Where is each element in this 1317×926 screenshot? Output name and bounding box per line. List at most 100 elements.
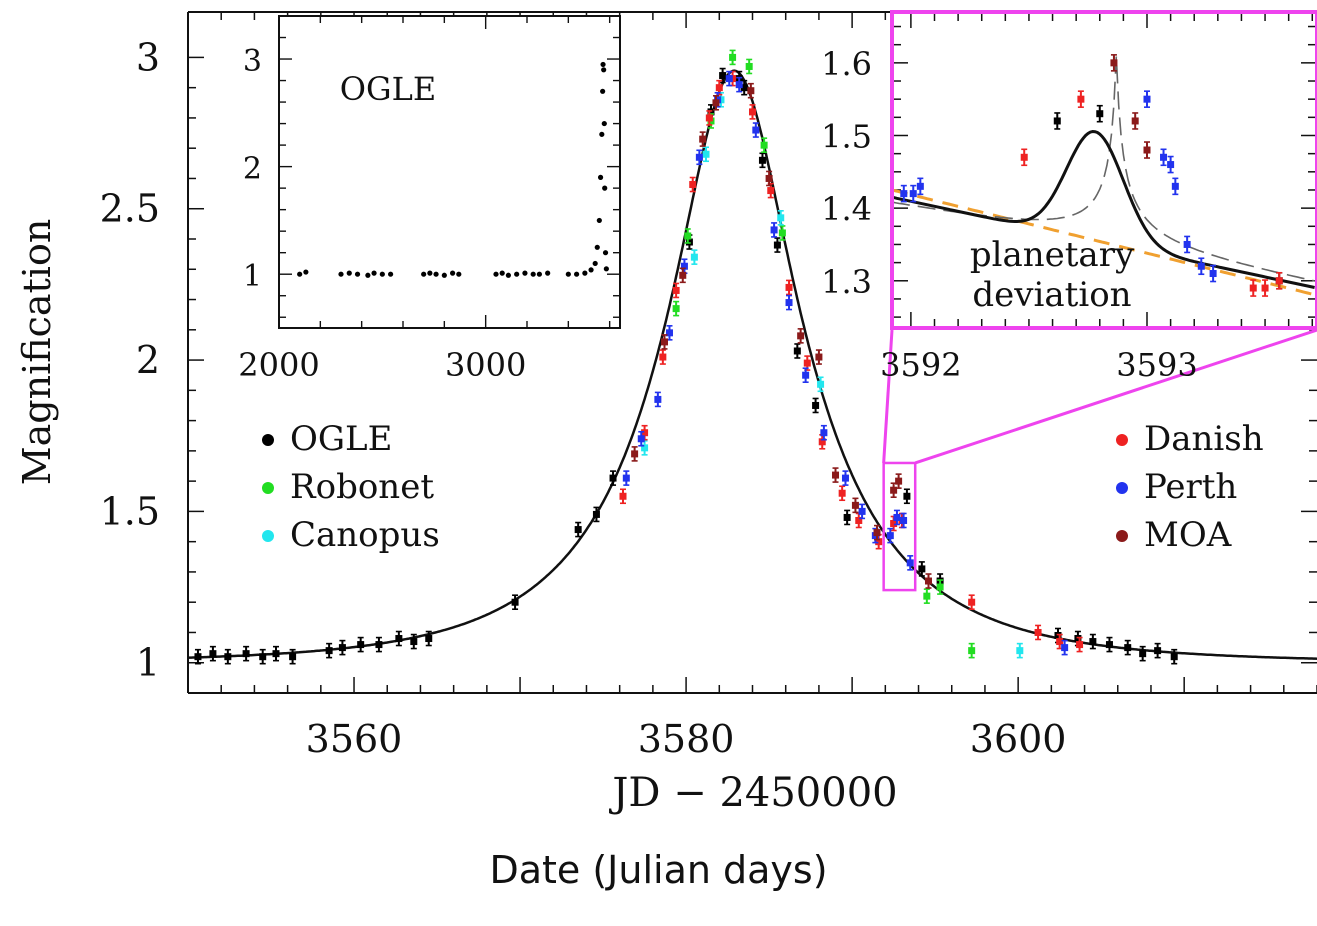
- point-marker: [1209, 270, 1217, 278]
- point-marker: [1110, 59, 1118, 67]
- data-point: [410, 633, 418, 650]
- data-point: [968, 594, 976, 611]
- data-point: [1020, 148, 1028, 167]
- data-point: [729, 49, 737, 66]
- point-marker: [1056, 638, 1064, 646]
- data-point: [841, 470, 849, 486]
- x-tick-label: 3560: [306, 717, 403, 761]
- data-point: [923, 588, 931, 604]
- data-point: [574, 521, 582, 538]
- data-point: [427, 270, 433, 276]
- point-marker: [918, 565, 926, 573]
- legends: OGLE Robonet Canopus Danish Perth MOA: [262, 419, 1264, 555]
- point-marker: [841, 474, 849, 482]
- data-point: [1197, 257, 1205, 276]
- legend-marker: [262, 434, 274, 446]
- data-point: [1110, 54, 1118, 72]
- data-point: [661, 334, 669, 350]
- point-marker: [357, 641, 365, 649]
- data-point: [631, 446, 639, 462]
- data-point: [600, 61, 606, 68]
- point-marker: [843, 513, 851, 521]
- point-marker: [684, 232, 692, 240]
- y-axis-title: Magnification: [15, 219, 59, 486]
- point-marker: [641, 444, 649, 452]
- point-marker: [592, 510, 600, 518]
- data-point: [740, 79, 748, 96]
- y-tick-label: 2: [136, 338, 160, 382]
- x-tick-label: 3580: [638, 717, 735, 761]
- point-marker: [1261, 284, 1269, 292]
- point-marker: [1124, 644, 1132, 652]
- point-marker: [745, 62, 753, 70]
- data-point: [812, 397, 820, 414]
- unperturbed-model-line: [892, 188, 1315, 297]
- data-point: [817, 376, 825, 393]
- point-marker: [793, 347, 801, 355]
- data-point: [851, 497, 859, 514]
- point-marker: [289, 653, 297, 661]
- data-point: [194, 648, 202, 665]
- data-point: [1167, 155, 1175, 174]
- data-point: [325, 642, 333, 659]
- point-marker: [968, 598, 976, 606]
- point-marker: [654, 395, 662, 403]
- data-point: [909, 184, 917, 203]
- inset-title: OGLE: [340, 70, 436, 108]
- data-point: [1061, 639, 1069, 656]
- point-marker: [924, 577, 932, 585]
- point-marker: [1016, 647, 1024, 655]
- data-point: [354, 271, 361, 277]
- point-marker: [719, 72, 727, 80]
- point-marker: [758, 156, 766, 164]
- point-marker: [760, 141, 768, 149]
- data-point: [936, 579, 944, 595]
- data-point: [765, 170, 773, 187]
- data-point: [752, 122, 760, 138]
- point-marker: [752, 126, 760, 134]
- point-marker: [661, 338, 669, 346]
- point-marker: [1077, 95, 1085, 103]
- data-point: [242, 645, 250, 662]
- figure-caption: Date (Julian days): [489, 848, 828, 892]
- legend-label: Canopus: [290, 515, 440, 555]
- point-marker: [890, 520, 898, 528]
- point-marker: [715, 84, 723, 92]
- data-point: [388, 271, 394, 277]
- data-point: [622, 470, 630, 486]
- point-marker: [690, 253, 698, 261]
- ogle-inset-chart: 2000 3000 1 2 3 OGLE: [238, 15, 621, 384]
- point-marker: [224, 653, 232, 661]
- data-point: [450, 270, 456, 276]
- data-point: [224, 648, 232, 665]
- data-point: [712, 95, 720, 111]
- data-point: [371, 270, 377, 276]
- data-point: [760, 137, 768, 153]
- data-point: [511, 594, 519, 611]
- point-marker: [1034, 628, 1042, 636]
- data-point: [592, 506, 600, 523]
- point-marker: [1074, 635, 1082, 643]
- point-marker: [1154, 647, 1162, 655]
- point-marker: [712, 99, 720, 107]
- data-point: [1183, 235, 1191, 254]
- point-marker: [923, 592, 931, 600]
- point-marker: [689, 181, 697, 189]
- data-point: [421, 271, 427, 277]
- point-marker: [832, 471, 840, 479]
- data-point: [433, 271, 439, 277]
- data-point: [272, 645, 280, 662]
- data-point: [1160, 148, 1168, 167]
- data-point: [303, 269, 309, 275]
- point-marker: [936, 583, 944, 591]
- data-point: [346, 270, 352, 276]
- data-point: [1261, 279, 1269, 297]
- point-marker: [1076, 641, 1084, 649]
- point-marker: [679, 271, 687, 279]
- point-marker: [773, 241, 781, 249]
- point-marker: [767, 187, 775, 195]
- data-point: [832, 467, 840, 483]
- deviation-annotation: deviation: [972, 275, 1131, 315]
- data-point: [597, 174, 604, 180]
- data-point: [441, 272, 447, 278]
